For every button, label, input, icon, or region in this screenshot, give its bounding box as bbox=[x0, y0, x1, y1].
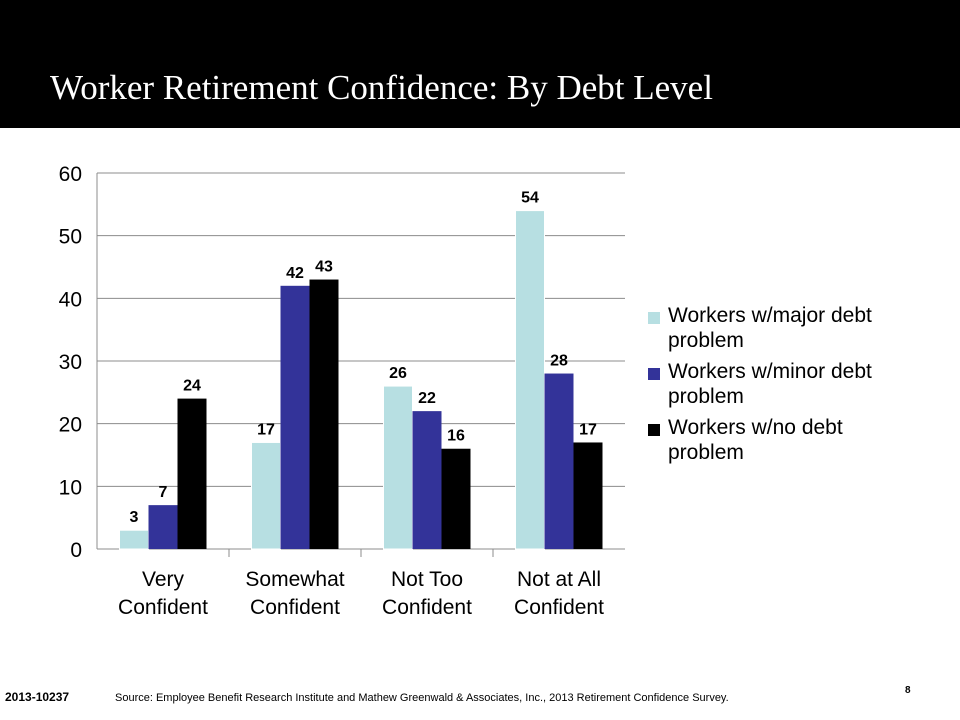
data-label: 28 bbox=[550, 353, 568, 370]
x-category-label: Somewhat bbox=[245, 568, 344, 591]
data-label: 16 bbox=[447, 428, 465, 445]
y-tick-label: 60 bbox=[59, 163, 82, 186]
bar bbox=[280, 285, 310, 549]
data-label: 54 bbox=[521, 190, 539, 207]
chart-legend: Workers w/major debt problem Workers w/mi… bbox=[648, 303, 938, 471]
data-label: 43 bbox=[315, 259, 333, 276]
data-label: 3 bbox=[130, 509, 139, 526]
legend-label: Workers w/no debt problem bbox=[668, 416, 843, 464]
y-tick-label: 30 bbox=[59, 351, 82, 374]
source-note: Source: Employee Benefit Research Instit… bbox=[115, 692, 729, 704]
x-category-label: Confident bbox=[382, 596, 472, 619]
data-label: 7 bbox=[159, 484, 168, 501]
bar bbox=[309, 279, 339, 549]
bar bbox=[251, 441, 281, 550]
bar bbox=[383, 385, 413, 550]
bar bbox=[177, 398, 207, 549]
legend-label: Workers w/minor debt problem bbox=[668, 360, 872, 408]
x-category-label: Confident bbox=[118, 596, 208, 619]
data-label: 24 bbox=[183, 378, 201, 395]
y-tick-label: 0 bbox=[70, 539, 82, 562]
data-label: 17 bbox=[257, 421, 275, 438]
data-label: 42 bbox=[286, 265, 304, 282]
y-tick-label: 50 bbox=[59, 226, 82, 249]
bar bbox=[515, 210, 545, 550]
data-label: 17 bbox=[579, 421, 597, 438]
data-label: 26 bbox=[389, 365, 407, 382]
x-category-label: Not Too bbox=[391, 568, 463, 591]
bar bbox=[441, 448, 471, 549]
title-bar: Worker Retirement Confidence: By Debt Le… bbox=[0, 0, 960, 128]
x-category-label: Not at All bbox=[517, 568, 601, 591]
bar bbox=[573, 442, 603, 549]
document-id: 2013-10237 bbox=[5, 690, 70, 704]
x-category-label: Confident bbox=[514, 596, 604, 619]
y-tick-label: 10 bbox=[59, 476, 82, 499]
legend-item: Workers w/no debt problem bbox=[648, 415, 938, 465]
legend-label: Workers w/major debt problem bbox=[668, 304, 872, 352]
legend-swatch bbox=[648, 424, 660, 436]
data-label: 22 bbox=[418, 390, 436, 407]
legend-item: Workers w/minor debt problem bbox=[648, 359, 938, 409]
page-number: 8 bbox=[905, 685, 911, 696]
legend-item: Workers w/major debt problem bbox=[648, 303, 938, 353]
legend-swatch bbox=[648, 312, 660, 324]
bar bbox=[148, 505, 178, 549]
bar bbox=[412, 411, 442, 549]
slide-title: Worker Retirement Confidence: By Debt Le… bbox=[50, 68, 713, 107]
bar bbox=[544, 373, 574, 549]
legend-swatch bbox=[648, 368, 660, 380]
x-category-label: Very bbox=[142, 568, 185, 591]
y-tick-label: 20 bbox=[59, 414, 82, 437]
y-tick-label: 40 bbox=[59, 288, 82, 311]
x-category-label: Confident bbox=[250, 596, 340, 619]
bar bbox=[119, 529, 149, 550]
